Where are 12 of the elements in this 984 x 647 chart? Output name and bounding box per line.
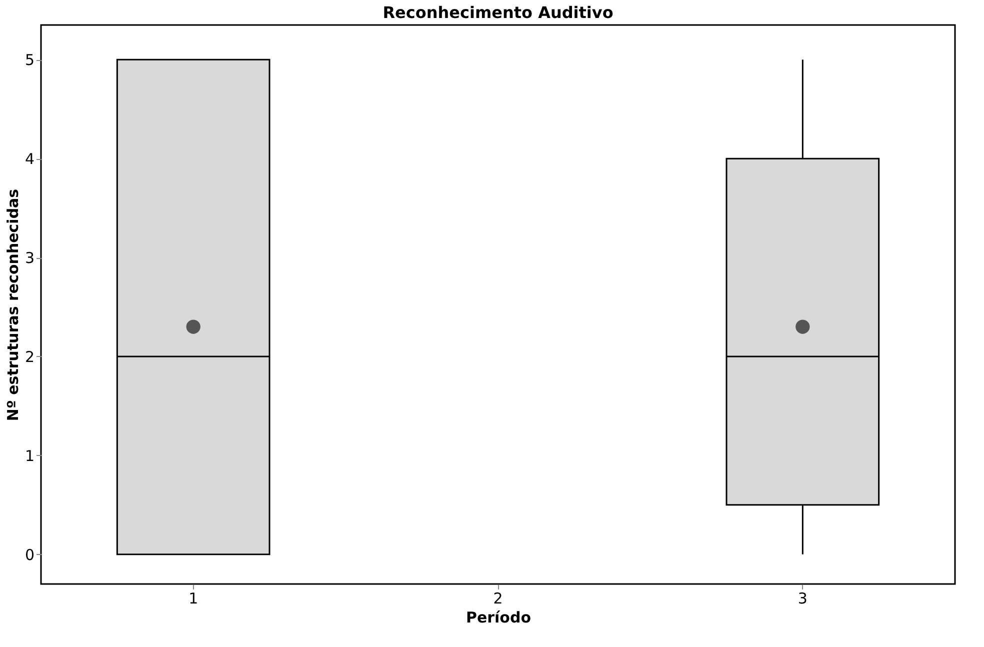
x-axis-title: Período	[466, 608, 532, 626]
chart-title: Reconhecimento Auditivo	[382, 3, 614, 22]
x-tick-label: 2	[493, 590, 503, 608]
y-tick-label: 5	[24, 51, 34, 70]
y-tick-label: 4	[24, 150, 34, 168]
y-tick-label: 1	[24, 446, 34, 465]
y-axis-title: Nº estruturas reconhecidas	[4, 188, 22, 422]
y-tick-label: 3	[24, 249, 34, 268]
y-tick-label: 0	[24, 546, 34, 564]
y-tick-label: 2	[24, 348, 34, 366]
x-tick-label: 1	[188, 590, 198, 608]
x-tick-label: 3	[798, 590, 808, 608]
